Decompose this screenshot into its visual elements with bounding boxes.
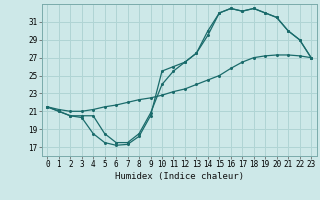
X-axis label: Humidex (Indice chaleur): Humidex (Indice chaleur) bbox=[115, 172, 244, 181]
